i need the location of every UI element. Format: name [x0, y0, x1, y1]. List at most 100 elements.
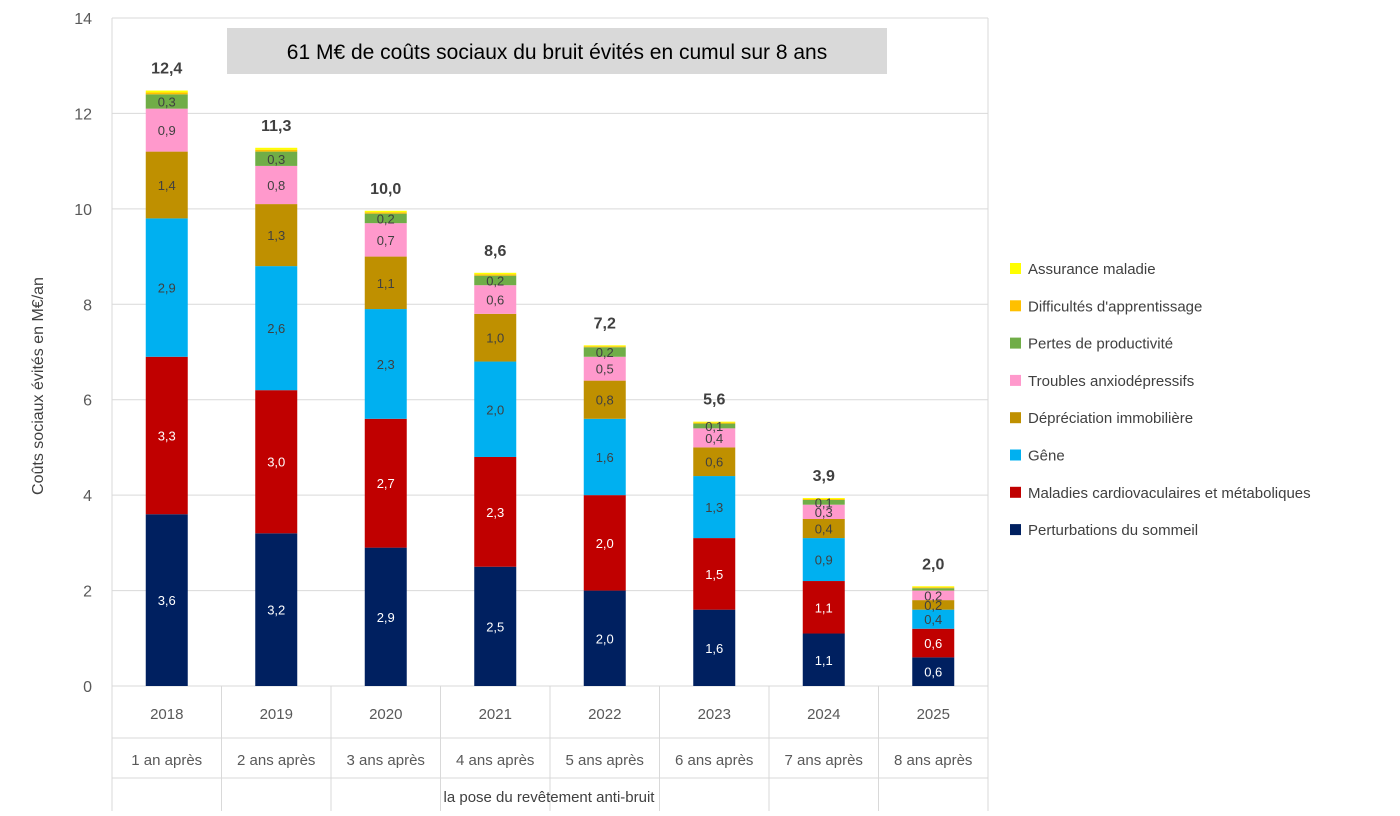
- bar-segment: [583, 347, 626, 357]
- bar-segment: [912, 588, 955, 591]
- legend-label: Gêne: [1028, 448, 1065, 465]
- bar-segment: [364, 213, 407, 224]
- bar-segment: [912, 590, 955, 601]
- x-tick-label: 2023: [698, 706, 731, 723]
- segment-value-label: 1,4: [158, 178, 176, 193]
- bar-segment: [583, 590, 626, 686]
- bar-segment: [255, 204, 298, 267]
- bar-segment: [145, 356, 188, 515]
- segment-value-label: 1,3: [705, 500, 723, 515]
- bars: [145, 90, 955, 686]
- x-tick-label: 2025: [917, 706, 950, 723]
- y-tick-label: 12: [74, 106, 92, 123]
- bar-segment: [693, 422, 736, 424]
- segment-value-label: 3,0: [267, 455, 285, 470]
- legend-item: Perturbations du sommeil: [1010, 522, 1198, 539]
- legend-swatch: [1010, 374, 1021, 386]
- segment-value-label: 0,8: [596, 393, 614, 408]
- x-subcategory-label: 6 ans après: [675, 752, 753, 769]
- bar-segment: [145, 94, 188, 109]
- bar-segment: [583, 418, 626, 496]
- legend-item: Troubles anxiodépressifs: [1010, 373, 1194, 390]
- bar-segment: [255, 151, 298, 166]
- segment-value-label: 2,5: [486, 619, 504, 634]
- axes: 0 2 4 6 8 10 12 14 2018 1 an après 2019 2 ans après…: [74, 11, 989, 811]
- segment-value-label: 0,6: [705, 455, 723, 470]
- y-tick-label: 2: [83, 584, 92, 601]
- bar-segment: [583, 495, 626, 591]
- segment-value-label: 1,5: [705, 567, 723, 582]
- bar-segment: [693, 538, 736, 610]
- bar-segment: [145, 90, 188, 93]
- legend-swatch: [1010, 449, 1021, 461]
- bar-segment: [255, 165, 298, 205]
- bar-segment: [802, 499, 845, 505]
- x-tick-label: 2024: [807, 706, 840, 723]
- bar-segment: [802, 498, 845, 499]
- bar-segment: [912, 609, 955, 629]
- bar-segment: [364, 309, 407, 419]
- bar-segment: [474, 275, 517, 286]
- segment-value-label: 2,3: [377, 357, 395, 372]
- segment-value-label: 3,6: [158, 593, 176, 608]
- bar-segment: [145, 514, 188, 686]
- segment-value-label: 0,6: [924, 665, 942, 680]
- bar-segment: [255, 266, 298, 391]
- segment-value-label: 2,9: [377, 610, 395, 625]
- segment-value-label: 2,0: [596, 536, 614, 551]
- y-tick-label: 8: [83, 297, 92, 314]
- segment-value-label: 0,5: [596, 362, 614, 377]
- bar-segment: [802, 504, 845, 519]
- legend-item: Difficultés d'apprentissage: [1010, 298, 1202, 315]
- legend-label: Troubles anxiodépressifs: [1028, 373, 1194, 390]
- bar-segment: [583, 346, 626, 348]
- segment-value-label: 0,2: [924, 598, 942, 613]
- legend: Assurance maladie Difficultés d'apprentis…: [1010, 261, 1311, 539]
- bar-total-label: 2,0: [922, 556, 944, 573]
- bar-segment: [364, 547, 407, 686]
- x-subcategory-label: 1 an après: [131, 752, 202, 769]
- bar-segment: [583, 356, 626, 381]
- x-subcategory-label: 8 ans après: [894, 752, 972, 769]
- legend-item: Gêne: [1010, 448, 1065, 465]
- segment-value-label: 0,3: [815, 505, 833, 520]
- y-tick-label: 6: [83, 393, 92, 410]
- chart-title: 61 M€ de coûts sociaux du bruit évités e…: [287, 41, 827, 64]
- x-axis-label: la pose du revêtement anti-bruit: [444, 789, 656, 806]
- bar-total-label: 10,0: [370, 181, 401, 198]
- legend-label: Perturbations du sommeil: [1028, 522, 1198, 539]
- y-tick-label: 14: [74, 11, 92, 28]
- bar-segment: [474, 272, 517, 275]
- bar-segment: [145, 108, 188, 152]
- x-tick-label: 2020: [369, 706, 402, 723]
- segment-value-label: 1,1: [377, 276, 395, 291]
- segment-value-label: 0,9: [158, 123, 176, 138]
- legend-swatch: [1010, 412, 1021, 424]
- bar-segment: [364, 223, 407, 257]
- bar-segment: [145, 151, 188, 219]
- segment-value-label: 0,2: [924, 588, 942, 603]
- bar-segment: [912, 628, 955, 658]
- legend-swatch: [1010, 300, 1021, 312]
- legend-swatch: [1010, 486, 1021, 498]
- legend-label: Assurance maladie: [1028, 261, 1156, 278]
- legend-item: Dépréciation immobilière: [1010, 410, 1193, 427]
- segment-value-label: 2,0: [486, 402, 504, 417]
- bar-segment: [474, 566, 517, 686]
- segment-value-label: 0,4: [705, 431, 723, 446]
- x-tick-label: 2022: [588, 706, 621, 723]
- x-subcategory-label: 2 ans après: [237, 752, 315, 769]
- segment-value-label: 2,9: [158, 281, 176, 296]
- x-subcategory-label: 7 ans après: [785, 752, 863, 769]
- bar-total-label: 5,6: [703, 392, 725, 409]
- bar-segment: [912, 586, 955, 588]
- segment-value-label: 1,6: [705, 641, 723, 656]
- bar-segment: [474, 285, 517, 314]
- bar-segment: [474, 274, 517, 276]
- segment-value-label: 3,3: [158, 429, 176, 444]
- bar-segment: [474, 456, 517, 567]
- x-tick-label: 2018: [150, 706, 183, 723]
- bar-segment: [912, 600, 955, 610]
- segment-value-label: 0,2: [486, 273, 504, 288]
